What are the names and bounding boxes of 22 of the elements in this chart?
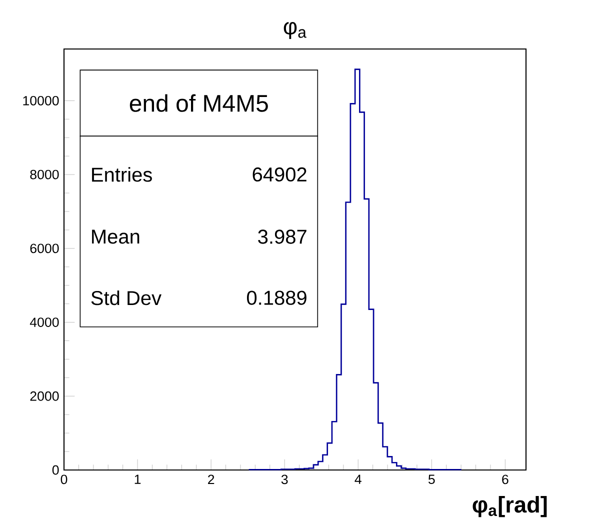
y-tick-label: 0 bbox=[52, 465, 59, 475]
x-tick-label: 1 bbox=[134, 474, 141, 484]
annotation: Mean bbox=[92, 230, 140, 244]
x-tick-label: 2 bbox=[208, 474, 214, 484]
y-tick-label: 6000 bbox=[30, 244, 59, 254]
x-tick-label: 3 bbox=[281, 474, 288, 484]
annotation: 64902 bbox=[252, 167, 306, 182]
chart-title: φ$_{a}$ bbox=[284, 22, 306, 39]
y-tick-label: 2000 bbox=[30, 391, 59, 401]
annotation: end of M4M5 bbox=[130, 94, 268, 112]
x-axis-title: φ$_{a}$[rad] bbox=[472, 496, 547, 518]
x-tick-label: 6 bbox=[502, 474, 508, 484]
y-tick-label: 10000 bbox=[23, 96, 59, 106]
y-tick-label: 4000 bbox=[30, 318, 59, 327]
y-tick-label: 8000 bbox=[30, 170, 59, 180]
annotation: Std Dev bbox=[91, 290, 162, 306]
x-tick-label: 0 bbox=[60, 474, 68, 484]
annotation: 3.987 bbox=[258, 230, 306, 244]
annotation: 0.1889 bbox=[246, 290, 306, 305]
x-tick-label: 5 bbox=[428, 474, 435, 484]
x-tick-label: 4 bbox=[354, 474, 362, 484]
annotation: Entries bbox=[92, 167, 152, 182]
